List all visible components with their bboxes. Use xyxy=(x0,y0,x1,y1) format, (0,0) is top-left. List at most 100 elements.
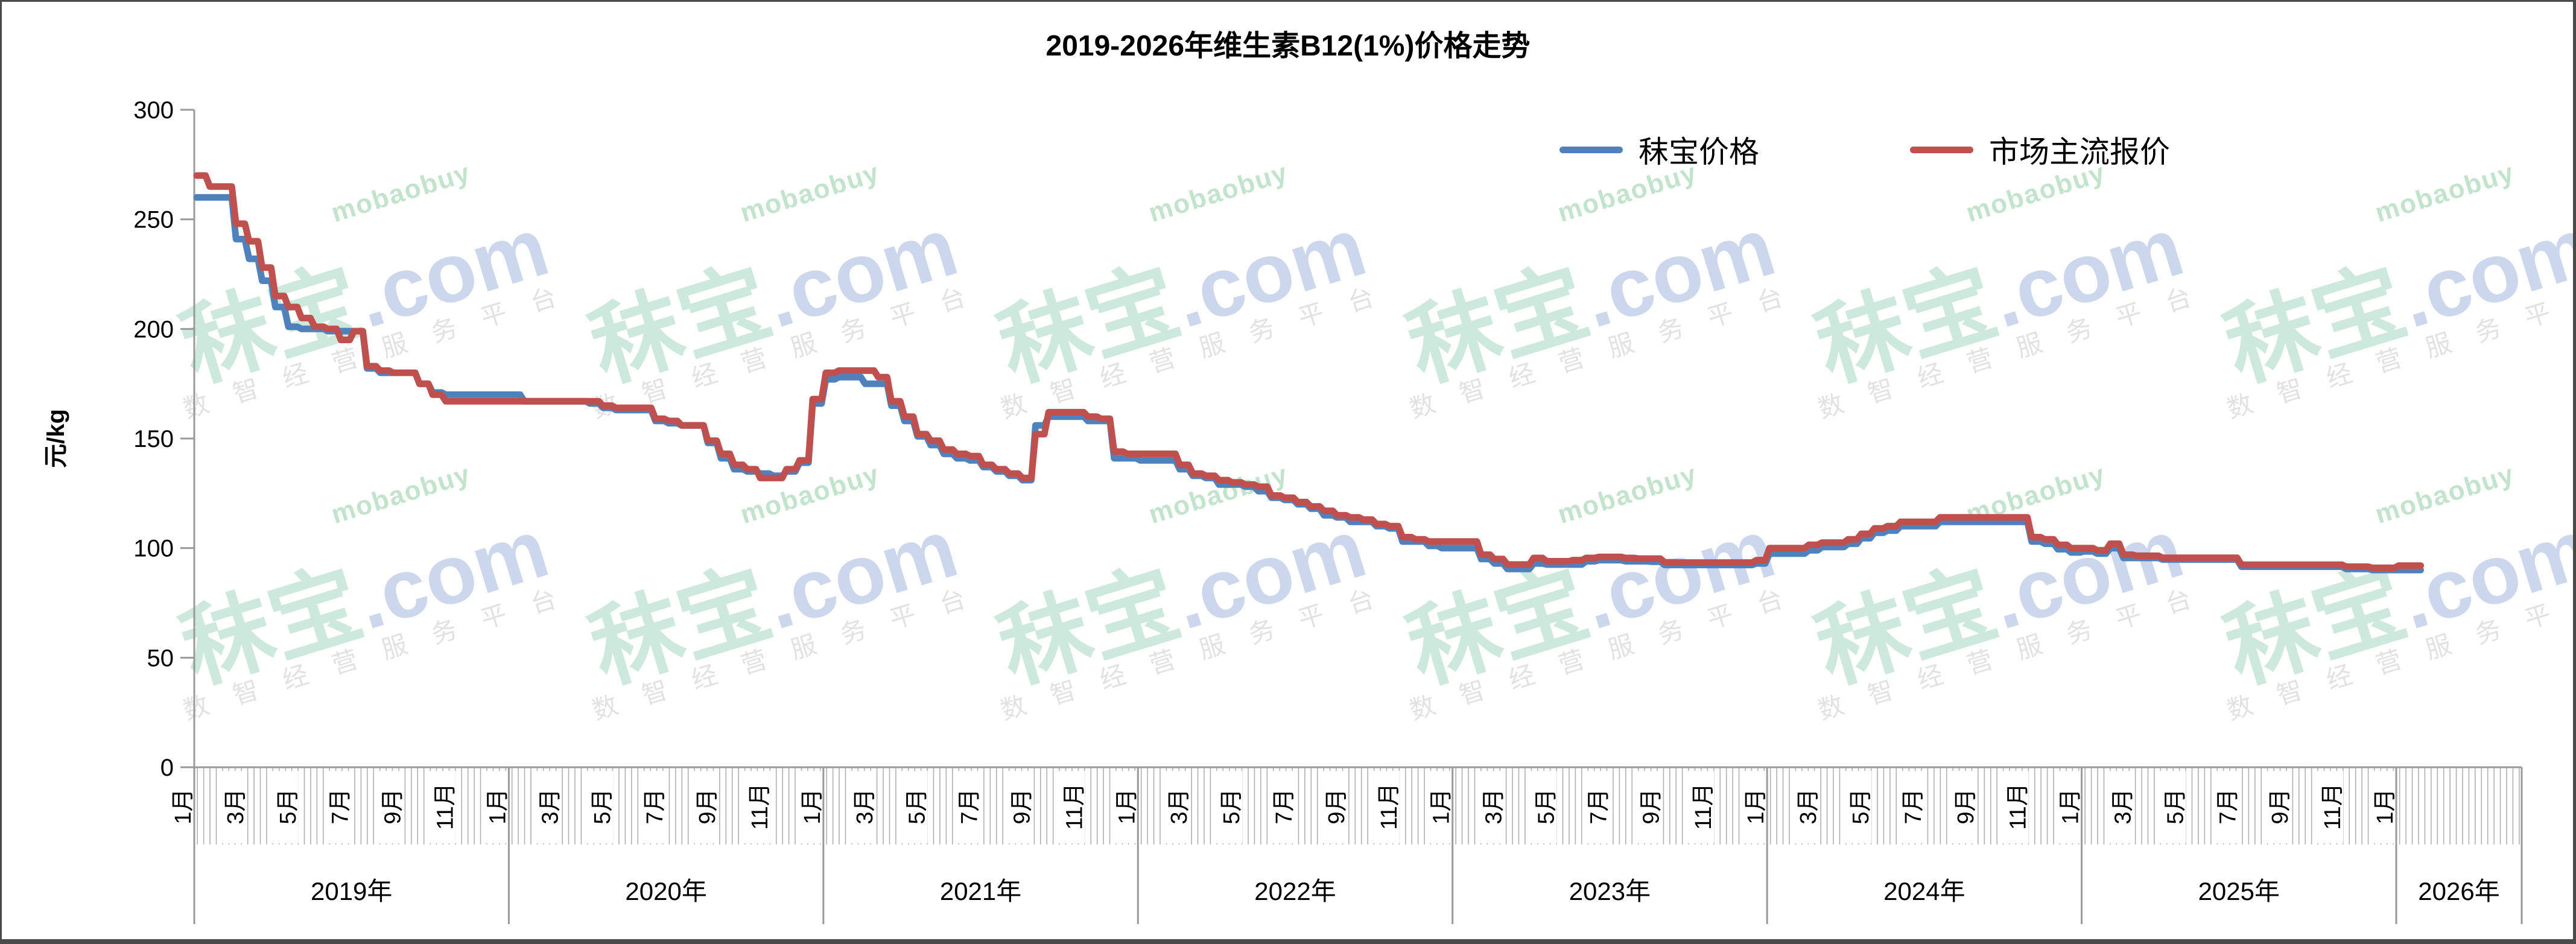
month-label-bg xyxy=(586,771,614,843)
month-label-bg xyxy=(2159,771,2186,843)
x-axis-month-label: 7月 xyxy=(957,788,983,824)
x-axis-month-label: 7月 xyxy=(642,788,668,824)
x-axis-year-label: 2019年 xyxy=(311,877,392,905)
x-axis-month-label: 7月 xyxy=(1901,788,1926,824)
x-axis-year-label: 2025年 xyxy=(2198,877,2280,905)
x-axis-month-label: 3月 xyxy=(1796,788,1821,824)
x-axis-month-label: 9月 xyxy=(381,788,406,824)
x-axis-year-label: 2020年 xyxy=(625,877,706,905)
x-axis-month-label: 3月 xyxy=(1482,788,1507,824)
x-axis-month-label: 1月 xyxy=(1429,788,1455,824)
x-axis-month-label: 11月 xyxy=(1062,783,1087,829)
month-label-bg xyxy=(1949,771,1976,843)
month-label-bg xyxy=(324,771,351,843)
month-label-bg xyxy=(1425,771,1452,843)
x-axis-month-label: 1月 xyxy=(2373,788,2398,824)
y-axis-tick-label: 250 xyxy=(133,207,174,233)
month-label-bg xyxy=(1216,771,1243,843)
y-axis-tick-label: 300 xyxy=(133,97,174,124)
x-axis-month-label: 11月 xyxy=(2006,783,2031,829)
x-axis-month-label: 3月 xyxy=(538,788,563,824)
x-axis-month-label: 9月 xyxy=(2268,788,2293,824)
x-axis-month-label: 5月 xyxy=(2163,788,2188,824)
x-axis-month-label: 9月 xyxy=(695,788,720,824)
x-axis-year-label: 2026年 xyxy=(2418,877,2499,905)
x-axis-month-label: 9月 xyxy=(1639,788,1664,824)
month-label-bg xyxy=(1635,771,1662,843)
legend-item-market-price: 市场主流报价 xyxy=(1910,128,2170,171)
x-axis-year-label: 2023年 xyxy=(1569,877,1651,905)
month-label-bg xyxy=(1477,771,1505,843)
month-label-bg xyxy=(1268,771,1295,843)
x-axis-month-label: 1月 xyxy=(2058,788,2084,824)
x-axis-month-label: 1月 xyxy=(1743,788,1769,824)
month-label-bg xyxy=(901,771,928,843)
x-axis-month-label: 5月 xyxy=(590,788,615,824)
x-axis-month-label: 5月 xyxy=(1219,788,1245,824)
y-axis-tick-label: 100 xyxy=(133,536,174,562)
x-axis-month-label: 3月 xyxy=(852,788,878,824)
month-label-bg xyxy=(1530,771,1557,843)
x-axis-month-label: 1月 xyxy=(800,788,825,824)
legend-label: 市场主流报价 xyxy=(1989,135,2170,169)
month-label-bg xyxy=(376,771,404,843)
month-label-bg xyxy=(2317,771,2344,843)
x-axis-month-label: 1月 xyxy=(485,788,510,824)
month-label-bg xyxy=(2264,771,2291,843)
x-axis-month-label: 3月 xyxy=(223,788,249,824)
series-line-market-price xyxy=(193,172,2424,571)
month-label-bg xyxy=(1844,771,1871,843)
x-axis-month-label: 7月 xyxy=(1586,788,1611,824)
month-label-bg xyxy=(219,771,246,843)
month-label-bg xyxy=(1792,771,1819,843)
legend-swatch-blue-line xyxy=(1559,146,1623,153)
month-label-bg xyxy=(1582,771,1610,843)
month-label-bg xyxy=(534,771,561,843)
month-label-bg xyxy=(2369,771,2396,843)
month-label-bg xyxy=(1111,771,1138,843)
month-label-bg xyxy=(1372,771,1400,843)
x-axis-month-label: 5月 xyxy=(1534,788,1559,824)
x-axis-month-label: 11月 xyxy=(1377,783,1402,829)
x-axis-year-label: 2024年 xyxy=(1883,877,1965,905)
x-axis-month-label: 9月 xyxy=(1953,788,1979,824)
month-label-bg xyxy=(167,771,194,843)
x-axis-month-label: 11月 xyxy=(1691,783,1716,829)
month-label-bg xyxy=(1058,771,1085,843)
y-axis-tick-label: 0 xyxy=(160,755,174,781)
x-axis-month-label: 7月 xyxy=(1272,788,1297,824)
month-label-bg xyxy=(2002,771,2029,843)
month-label-bg xyxy=(1320,771,1347,843)
month-label-bg xyxy=(796,771,823,843)
month-label-bg xyxy=(429,771,456,843)
month-label-bg xyxy=(691,771,719,843)
x-axis-month-label: 1月 xyxy=(171,788,196,824)
month-label-bg xyxy=(481,771,509,843)
x-axis-month-label: 7月 xyxy=(2215,788,2241,824)
x-axis-month-label: 9月 xyxy=(1324,788,1350,824)
month-label-bg xyxy=(1163,771,1190,843)
x-axis-year-label: 2021年 xyxy=(940,877,1021,905)
x-axis-month-label: 11月 xyxy=(747,783,773,829)
x-axis-month-label: 7月 xyxy=(328,788,354,824)
month-label-bg xyxy=(2212,771,2239,843)
legend-label: 秣宝价格 xyxy=(1639,135,1759,169)
month-label-bg xyxy=(271,771,299,843)
month-label-bg xyxy=(2107,771,2134,843)
month-label-bg xyxy=(848,771,875,843)
x-axis-month-label: 5月 xyxy=(905,788,930,824)
x-axis-month-label: 5月 xyxy=(1848,788,1874,824)
month-label-bg xyxy=(1006,771,1033,843)
month-label-bg xyxy=(953,771,980,843)
x-axis-month-label: 11月 xyxy=(2320,783,2346,829)
x-axis-month-label: 3月 xyxy=(2110,788,2136,824)
month-label-bg xyxy=(743,771,770,843)
month-label-bg xyxy=(2054,771,2081,843)
legend-swatch-red-line xyxy=(1910,146,1973,153)
x-axis-month-label: 11月 xyxy=(433,783,458,829)
x-axis-year-label: 2022年 xyxy=(1254,877,1336,905)
month-label-bg xyxy=(639,771,666,843)
month-label-bg xyxy=(1897,771,1924,843)
y-axis-unit-label: 元/kg xyxy=(43,409,69,468)
x-axis-month-label: 9月 xyxy=(1009,788,1035,824)
